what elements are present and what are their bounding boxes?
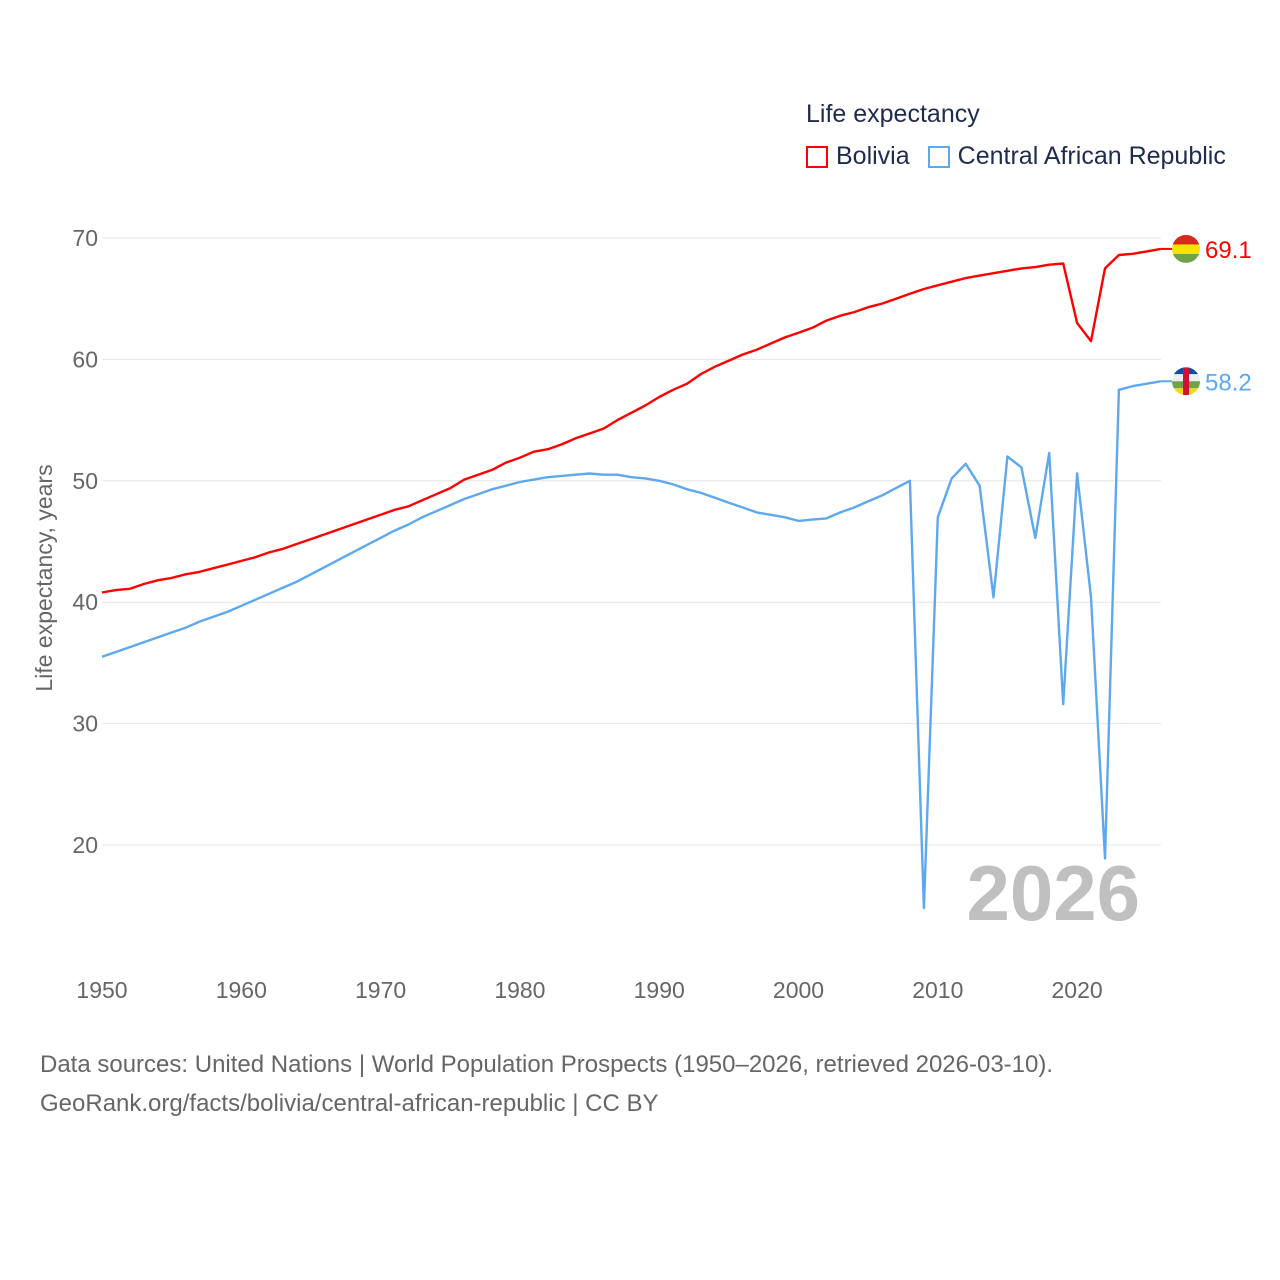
legend: Bolivia Central African Republic (806, 142, 1226, 171)
x-tick-label: 1960 (216, 977, 267, 1003)
end-value-label: 69.1 (1205, 237, 1252, 264)
flag-stripe-yellow (1172, 244, 1200, 254)
x-tick-label: 1980 (494, 977, 545, 1003)
y-tick-label: 40 (72, 589, 98, 615)
flag-stripe-red (1172, 234, 1200, 245)
y-tick-label: 60 (72, 346, 98, 372)
series-line-car (101, 380, 1161, 910)
x-tick-label: 1990 (634, 977, 685, 1003)
car-flag-icon (1172, 367, 1200, 396)
source-note: Data sources: United Nations | World Pop… (40, 1045, 1053, 1123)
legend-swatch-bolivia[interactable] (806, 145, 828, 168)
x-tick-label: 1970 (355, 977, 406, 1003)
legend-label-car[interactable]: Central African Republic (957, 142, 1226, 170)
year-watermark: 2026 (966, 849, 1140, 937)
y-tick-label: 30 (72, 711, 98, 737)
source-line-2[interactable]: GeoRank.org/facts/bolivia/central-africa… (40, 1090, 659, 1117)
bolivia-flag-icon (1172, 234, 1200, 263)
y-axis-label: Life expectancy, years (31, 464, 57, 691)
x-tick-label: 2020 (1052, 977, 1103, 1003)
x-tick-label: 1950 (76, 977, 127, 1003)
y-tick-label: 50 (72, 468, 98, 494)
flag-stripe-red (1183, 367, 1189, 396)
end-value-label: 58.2 (1205, 369, 1252, 396)
series-line-bolivia (101, 247, 1161, 594)
flag-stripe-green (1172, 253, 1200, 263)
flag-body (1172, 234, 1200, 263)
legend-label-bolivia[interactable]: Bolivia (836, 142, 910, 170)
legend-title: Life expectancy (806, 100, 980, 128)
y-tick-label: 20 (72, 832, 98, 858)
source-line-1: Data sources: United Nations | World Pop… (40, 1051, 1054, 1078)
y-tick-label: 70 (72, 225, 98, 251)
x-tick-label: 2010 (912, 977, 963, 1003)
legend-swatch-car[interactable] (927, 145, 950, 168)
flag-body (1172, 367, 1200, 396)
x-tick-label: 2000 (773, 977, 824, 1003)
